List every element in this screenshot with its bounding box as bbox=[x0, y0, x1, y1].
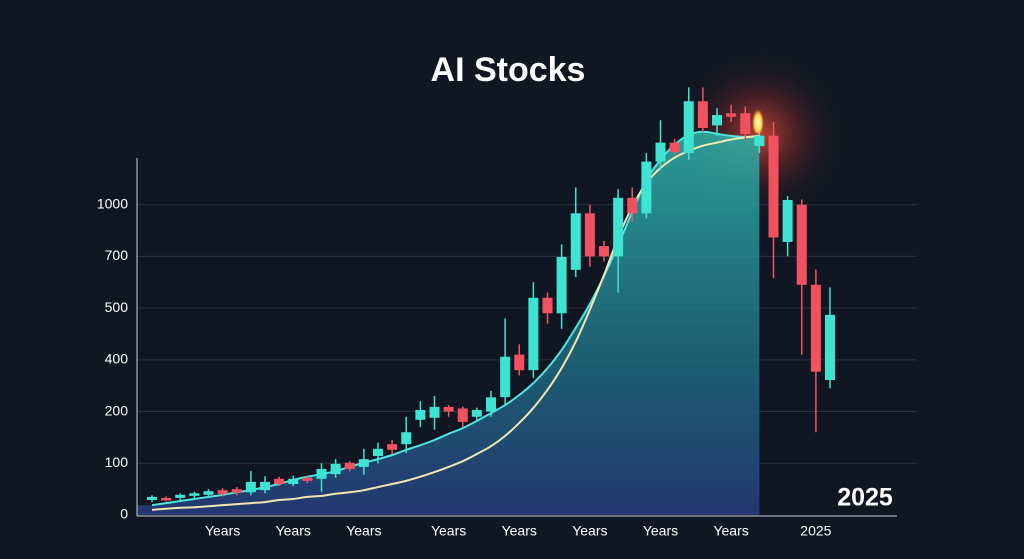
candle-body bbox=[358, 459, 369, 467]
candle-body bbox=[231, 489, 242, 493]
candles bbox=[147, 87, 835, 503]
x-tick-label: Years bbox=[431, 523, 466, 539]
candle-body bbox=[415, 410, 426, 420]
candle-body bbox=[740, 113, 751, 134]
candle-body bbox=[782, 200, 793, 242]
candle-body bbox=[528, 297, 539, 371]
candle-body bbox=[387, 444, 398, 450]
candle-body bbox=[514, 354, 525, 371]
x-tick-label: 2025 bbox=[800, 523, 831, 539]
candle-body bbox=[457, 408, 468, 422]
candle-body bbox=[712, 115, 722, 126]
candle-body bbox=[288, 478, 299, 484]
area bbox=[137, 131, 760, 516]
y-tick-label: 400 bbox=[105, 351, 129, 367]
candle-body bbox=[245, 481, 256, 493]
chart-title: AI Stocks bbox=[431, 51, 586, 89]
candle-body bbox=[147, 496, 157, 501]
flame bbox=[752, 106, 764, 134]
candle-body bbox=[330, 463, 341, 475]
candle-body bbox=[810, 284, 821, 372]
candle-body bbox=[401, 432, 412, 445]
candle-body bbox=[429, 406, 440, 418]
trend-line bbox=[151, 134, 760, 511]
area-layer bbox=[137, 130, 760, 516]
candle-body bbox=[627, 197, 638, 214]
candle-body bbox=[796, 204, 807, 285]
candle-body bbox=[344, 462, 355, 469]
x-tick-label: Years bbox=[502, 523, 537, 539]
candle-body bbox=[203, 491, 214, 495]
y-tick-label: 1000 bbox=[97, 195, 128, 211]
candle-body bbox=[599, 246, 609, 257]
candle-body bbox=[471, 410, 482, 417]
candle-body bbox=[161, 497, 172, 501]
candle-body bbox=[669, 142, 680, 153]
candle-body bbox=[260, 481, 270, 491]
y-tick-label: 500 bbox=[105, 299, 129, 315]
candle-body bbox=[274, 478, 285, 484]
candle-body bbox=[217, 490, 228, 494]
x-tick-label: Years bbox=[572, 523, 607, 539]
x-tick-label: Years bbox=[643, 523, 678, 539]
y-tick-label: 700 bbox=[105, 247, 129, 263]
y-tick-label: 0 bbox=[120, 506, 128, 522]
candle-body bbox=[373, 448, 383, 457]
grid: 0 100 200 400 500 700 1000 Years Years Years Years… bbox=[97, 195, 917, 539]
candle-body bbox=[768, 135, 779, 238]
candle-body bbox=[443, 406, 454, 412]
x-tick-label: Years bbox=[346, 523, 381, 539]
candle-body bbox=[754, 135, 765, 147]
x-tick-label: Years bbox=[713, 523, 748, 539]
candle-body bbox=[613, 197, 624, 257]
candle-body bbox=[584, 213, 595, 257]
candle-body bbox=[570, 213, 581, 270]
candle-body bbox=[486, 397, 496, 412]
candle-body bbox=[683, 101, 694, 153]
candle-body bbox=[726, 113, 737, 117]
candle-body bbox=[175, 494, 186, 498]
candle-body bbox=[825, 314, 835, 381]
candle-body bbox=[302, 477, 313, 481]
x-tick-label: Years bbox=[205, 523, 240, 539]
candle-body bbox=[542, 297, 553, 314]
y-tick-label: 200 bbox=[105, 402, 129, 418]
candle-body bbox=[500, 356, 511, 398]
annotation: 2025 bbox=[837, 484, 893, 512]
candle-body bbox=[697, 101, 708, 128]
candle-body bbox=[556, 256, 567, 314]
y-tick-label: 100 bbox=[105, 454, 129, 470]
x-tick-label: Years bbox=[276, 523, 311, 539]
candle-body bbox=[316, 468, 327, 479]
candle-body bbox=[655, 142, 666, 162]
candle-body bbox=[641, 161, 652, 214]
candle-body bbox=[189, 493, 200, 496]
